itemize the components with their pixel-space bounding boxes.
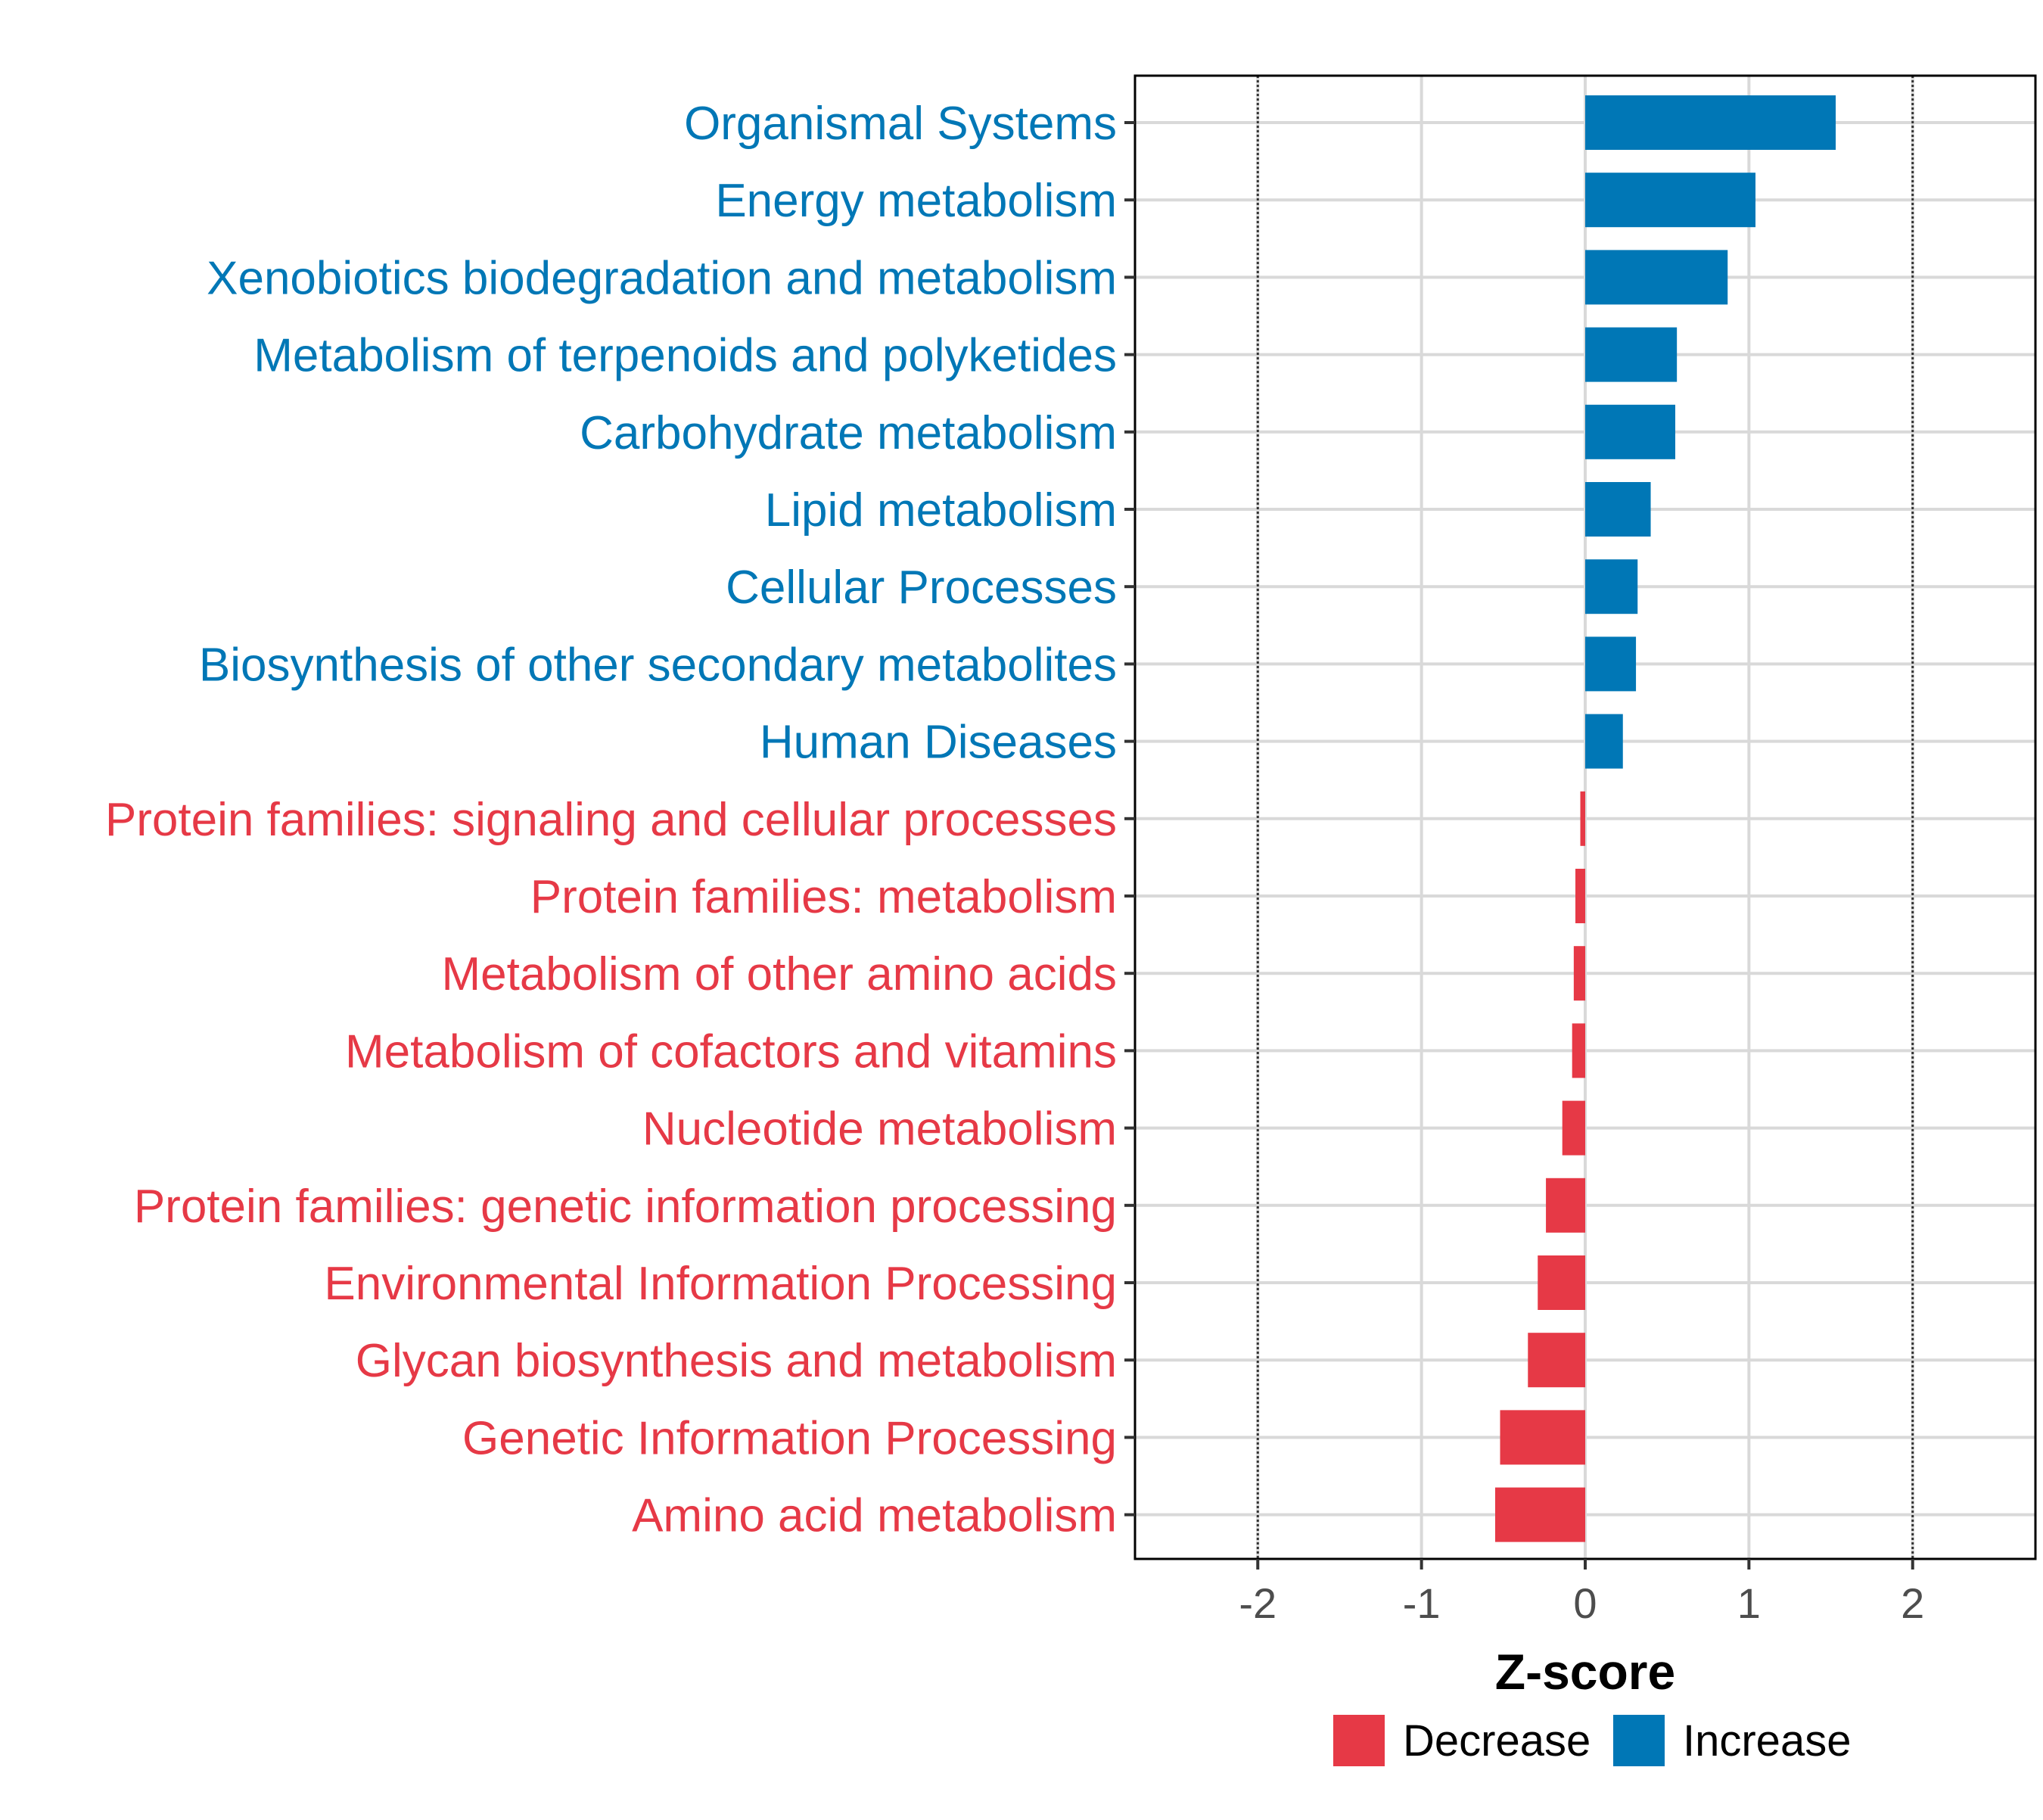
legend-swatch bbox=[1613, 1715, 1665, 1766]
y-tick-label: Organismal Systems bbox=[684, 98, 1117, 150]
bar bbox=[1495, 1487, 1585, 1542]
y-tick-label: Carbohydrate metabolism bbox=[580, 407, 1117, 459]
bar bbox=[1573, 946, 1585, 1001]
bar bbox=[1500, 1410, 1585, 1465]
bar bbox=[1585, 95, 1836, 150]
y-tick-label: Glycan biosynthesis and metabolism bbox=[356, 1335, 1117, 1387]
bar bbox=[1585, 636, 1637, 692]
x-axis-title: Z-score bbox=[1495, 1644, 1675, 1700]
y-tick-label: Metabolism of other amino acids bbox=[441, 948, 1117, 1000]
bar bbox=[1585, 327, 1678, 382]
legend-label: Increase bbox=[1683, 1716, 1851, 1766]
bar bbox=[1585, 250, 1728, 305]
y-tick-label: Lipid metabolism bbox=[765, 484, 1117, 537]
bar bbox=[1585, 714, 1623, 769]
bar bbox=[1585, 404, 1675, 459]
bar bbox=[1580, 791, 1585, 846]
y-tick-label: Metabolism of terpenoids and polyketides bbox=[253, 330, 1117, 382]
y-tick-label: Protein families: metabolism bbox=[530, 871, 1117, 923]
y-tick-label: Energy metabolism bbox=[715, 175, 1117, 227]
x-tick-label: -2 bbox=[1239, 1579, 1276, 1627]
bar bbox=[1575, 869, 1585, 923]
x-axis-tick-labels: -2 -1 0 1 2 bbox=[1239, 1579, 1924, 1627]
y-tick-label: Biosynthesis of other secondary metaboli… bbox=[199, 639, 1117, 691]
legend: Decrease Increase bbox=[1333, 1715, 1851, 1766]
bar bbox=[1585, 173, 1756, 228]
x-tick-label: -1 bbox=[1403, 1579, 1441, 1627]
x-tick-label: 1 bbox=[1737, 1579, 1761, 1627]
y-tick-label: Protein families: signaling and cellular… bbox=[105, 794, 1117, 846]
y-tick-label: Human Diseases bbox=[760, 717, 1117, 769]
bar bbox=[1528, 1333, 1585, 1388]
y-tick-label: Nucleotide metabolism bbox=[642, 1103, 1117, 1156]
bar bbox=[1585, 559, 1638, 614]
y-tick-label: Xenobiotics biodegradation and metabolis… bbox=[207, 252, 1117, 304]
bar bbox=[1538, 1255, 1585, 1310]
y-tick-label: Environmental Information Processing bbox=[324, 1258, 1117, 1310]
y-tick-label: Cellular Processes bbox=[726, 562, 1117, 614]
legend-swatch bbox=[1333, 1715, 1385, 1766]
bar-layer bbox=[1495, 95, 1836, 1542]
x-tick-label: 2 bbox=[1901, 1579, 1924, 1627]
y-tick-label: Genetic Information Processing bbox=[462, 1412, 1117, 1464]
y-tick-label: Protein families: genetic information pr… bbox=[134, 1181, 1117, 1233]
y-axis-ticks bbox=[1124, 121, 1135, 1517]
y-tick-label: Metabolism of cofactors and vitamins bbox=[345, 1025, 1117, 1078]
bar bbox=[1562, 1100, 1585, 1156]
bar bbox=[1585, 482, 1651, 537]
reference-lines bbox=[1256, 76, 1914, 1559]
bar bbox=[1546, 1178, 1585, 1233]
y-tick-label: Amino acid metabolism bbox=[632, 1490, 1117, 1542]
x-axis-ticks bbox=[1256, 1559, 1914, 1570]
x-tick-label: 0 bbox=[1573, 1579, 1597, 1627]
legend-label: Decrease bbox=[1403, 1716, 1591, 1766]
y-axis-labels: Organismal Systems Energy metabolism Xenob… bbox=[105, 98, 1117, 1542]
bar bbox=[1572, 1023, 1585, 1078]
